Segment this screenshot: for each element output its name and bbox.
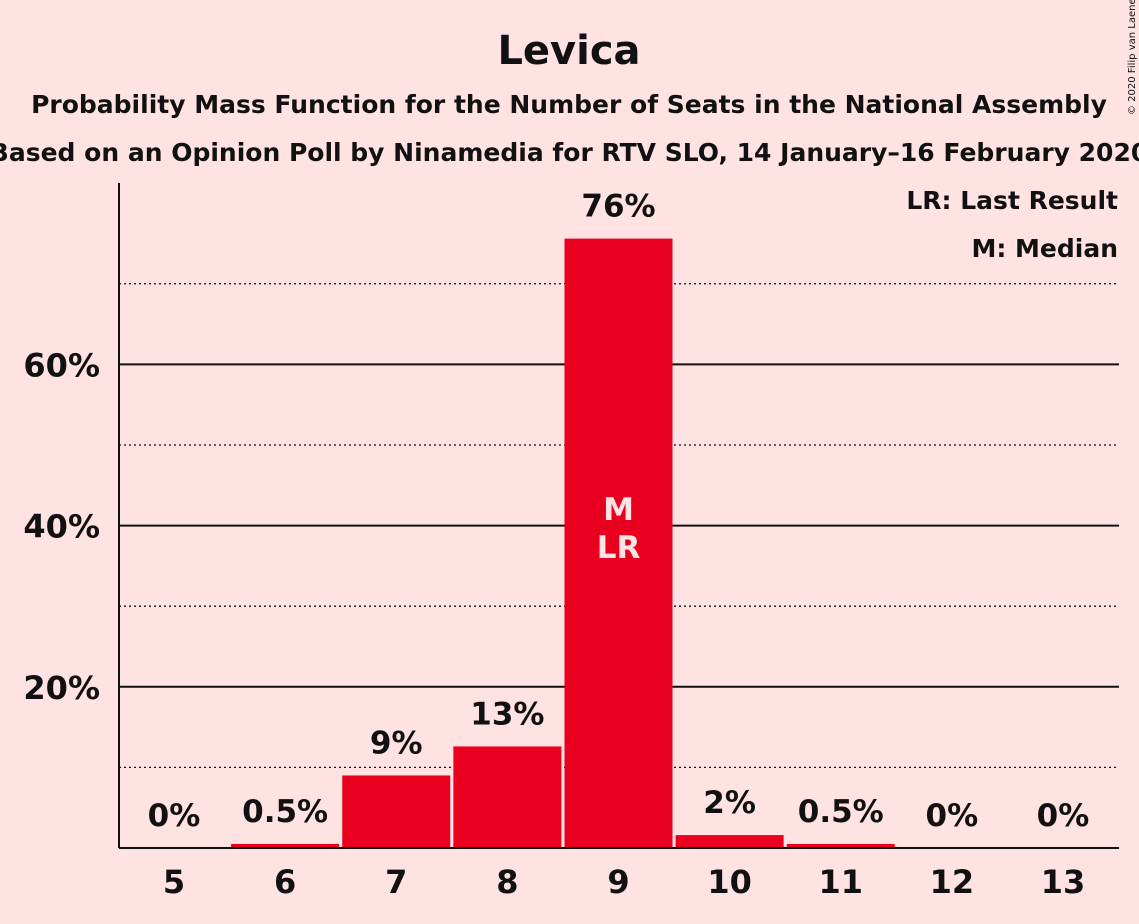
x-tick-label: 10: [707, 863, 752, 901]
x-tick-label: 7: [385, 863, 407, 901]
bar-annotation-m: M: [603, 492, 634, 528]
y-tick-label: 40%: [23, 508, 100, 546]
chart-subtitle-2: Based on an Opinion Poll by Ninamedia fo…: [0, 138, 1139, 167]
y-tick-label: 20%: [23, 669, 100, 707]
x-tick-label: 13: [1041, 863, 1086, 901]
bar-seats-10: [675, 835, 784, 848]
bar-seats-8: [453, 746, 562, 848]
x-tick-labels: 5 6 7 8 9 10 11 12 13: [163, 863, 1085, 901]
data-label-seats-8: 13%: [470, 696, 544, 732]
data-label-seats-6: 0.5%: [242, 794, 328, 830]
x-tick-label: 5: [163, 863, 185, 901]
x-tick-label: 11: [818, 863, 863, 901]
x-tick-label: 6: [274, 863, 296, 901]
y-tick-labels: 20% 40% 60%: [23, 346, 100, 706]
y-tick-label: 60%: [23, 346, 100, 384]
data-label-seats-11: 0.5%: [798, 794, 884, 830]
chart-subtitle-1: Probability Mass Function for the Number…: [31, 90, 1107, 119]
data-labels: 0% 0.5% 9% 13% 76% 2% 0.5% 0% 0% MLR: [148, 189, 1090, 834]
data-label-seats-9: 76%: [581, 189, 655, 225]
legend-median: M: Median: [971, 234, 1118, 263]
x-tick-label: 12: [930, 863, 975, 901]
x-tick-label: 8: [496, 863, 518, 901]
bar-seats-6: [231, 843, 340, 848]
bar-seats-7: [342, 775, 451, 848]
bar-series: [231, 238, 895, 849]
x-tick-label: 9: [607, 863, 629, 901]
legend-last-result: LR: Last Result: [906, 186, 1118, 215]
data-label-seats-13: 0%: [1037, 798, 1090, 834]
data-label-seats-12: 0%: [926, 798, 979, 834]
data-label-seats-7: 9%: [370, 725, 423, 761]
bar-seats-9: [564, 238, 673, 849]
chart-title: Levica: [497, 28, 640, 74]
data-label-seats-5: 0%: [148, 798, 201, 834]
data-label-seats-10: 2%: [703, 785, 756, 821]
bar-seats-11: [786, 843, 895, 848]
bar-annotation-lr: LR: [597, 530, 641, 566]
copyright-credit: © 2020 Filip van Laenen: [1127, 0, 1138, 115]
